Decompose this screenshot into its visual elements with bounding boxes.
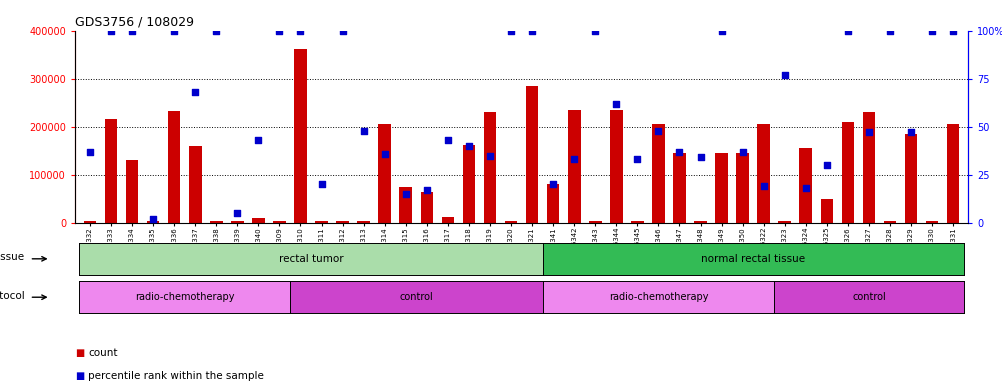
- Bar: [399, 187, 412, 223]
- Point: [628, 156, 644, 162]
- Text: GDS3756 / 108029: GDS3756 / 108029: [75, 16, 194, 29]
- Bar: [252, 218, 265, 223]
- Point: [544, 181, 560, 187]
- Bar: [946, 124, 959, 223]
- Point: [565, 156, 581, 162]
- Point: [670, 149, 686, 155]
- Point: [523, 28, 539, 34]
- Point: [208, 28, 224, 34]
- Bar: [862, 112, 875, 223]
- Bar: [841, 122, 854, 223]
- Point: [377, 151, 393, 157]
- Point: [250, 137, 267, 143]
- Bar: [778, 221, 791, 223]
- Point: [797, 185, 813, 191]
- Point: [229, 210, 245, 216]
- Bar: [567, 110, 580, 223]
- Point: [145, 216, 161, 222]
- Text: radio-chemotherapy: radio-chemotherapy: [608, 292, 707, 302]
- Bar: [588, 221, 601, 223]
- Point: [755, 183, 771, 189]
- Point: [923, 28, 939, 34]
- Text: rectal tumor: rectal tumor: [279, 254, 343, 264]
- Point: [776, 72, 792, 78]
- Bar: [462, 145, 475, 223]
- Bar: [441, 217, 454, 223]
- Bar: [378, 124, 391, 223]
- Point: [902, 129, 918, 136]
- Bar: [883, 221, 896, 223]
- Point: [272, 28, 288, 34]
- Point: [586, 28, 602, 34]
- Point: [398, 191, 414, 197]
- Bar: [315, 221, 328, 223]
- Bar: [925, 221, 938, 223]
- Bar: [483, 112, 496, 223]
- Bar: [757, 124, 770, 223]
- Bar: [167, 111, 180, 223]
- Point: [293, 28, 309, 34]
- Point: [712, 28, 728, 34]
- Bar: [799, 148, 812, 223]
- Bar: [357, 221, 370, 223]
- Bar: [735, 153, 748, 223]
- Bar: [83, 221, 96, 223]
- Text: ■: ■: [75, 371, 84, 381]
- Bar: [525, 86, 538, 223]
- Point: [419, 187, 435, 193]
- Point: [461, 143, 477, 149]
- Point: [733, 149, 749, 155]
- Point: [691, 154, 707, 161]
- Bar: [609, 110, 622, 223]
- Point: [881, 28, 897, 34]
- Point: [818, 162, 834, 168]
- Text: radio-chemotherapy: radio-chemotherapy: [135, 292, 234, 302]
- Text: percentile rank within the sample: percentile rank within the sample: [88, 371, 264, 381]
- Bar: [693, 221, 706, 223]
- Point: [839, 28, 855, 34]
- Bar: [273, 221, 286, 223]
- Text: protocol: protocol: [0, 291, 24, 301]
- Point: [944, 28, 960, 34]
- Point: [82, 149, 98, 155]
- Bar: [630, 221, 643, 223]
- Bar: [504, 221, 517, 223]
- Point: [860, 129, 876, 136]
- Bar: [651, 124, 664, 223]
- Bar: [714, 153, 727, 223]
- Bar: [904, 134, 917, 223]
- Text: control: control: [852, 292, 885, 302]
- Point: [166, 28, 182, 34]
- Bar: [188, 146, 201, 223]
- Point: [607, 101, 623, 107]
- Point: [440, 137, 456, 143]
- Text: tissue: tissue: [0, 252, 24, 262]
- Bar: [420, 192, 433, 223]
- Point: [335, 28, 351, 34]
- Bar: [146, 221, 159, 223]
- Bar: [209, 221, 222, 223]
- Bar: [336, 221, 349, 223]
- Point: [503, 28, 519, 34]
- Point: [187, 89, 203, 95]
- Bar: [546, 184, 559, 223]
- Point: [124, 28, 140, 34]
- Point: [356, 127, 372, 134]
- Point: [314, 181, 330, 187]
- Point: [103, 28, 119, 34]
- Bar: [104, 119, 117, 223]
- Text: normal rectal tissue: normal rectal tissue: [700, 254, 805, 264]
- Text: count: count: [88, 348, 117, 358]
- Bar: [125, 161, 138, 223]
- Bar: [230, 221, 243, 223]
- Point: [649, 127, 665, 134]
- Text: control: control: [399, 292, 433, 302]
- Bar: [294, 49, 307, 223]
- Text: ■: ■: [75, 348, 84, 358]
- Point: [482, 152, 498, 159]
- Bar: [672, 153, 685, 223]
- Bar: [820, 199, 833, 223]
